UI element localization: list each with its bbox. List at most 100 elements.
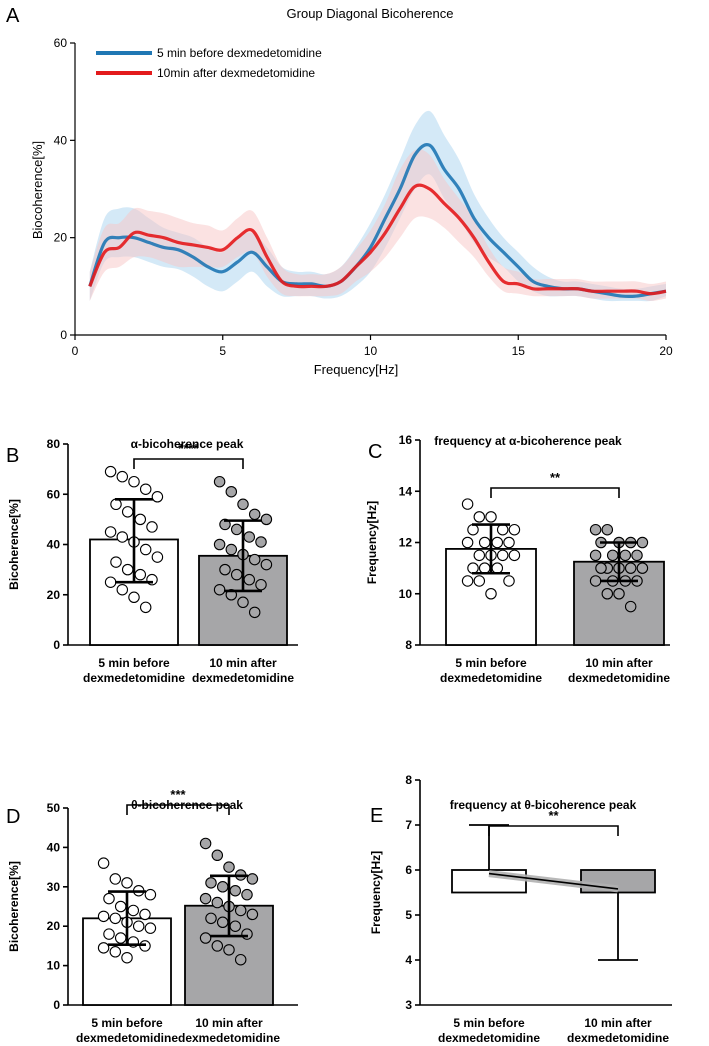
chart-d-point	[205, 912, 217, 925]
chart-d-point	[229, 920, 242, 932]
panel-letter-a: A	[6, 5, 20, 27]
chart-b-point	[213, 583, 226, 596]
chart-a-y-label: Biocoherence[%]	[30, 141, 45, 239]
chart-c-y-label: Frequency[Hz]	[365, 501, 379, 584]
chart-c-point	[503, 536, 515, 549]
chart-e-y-tick-label: 7	[405, 818, 412, 832]
chart-d-point	[97, 857, 110, 869]
chart-d-significance-label: ***	[170, 787, 186, 802]
chart-d-point	[223, 861, 235, 873]
chart-d-point	[103, 892, 115, 905]
chart-c-point	[624, 562, 637, 574]
chart-b-category-label-1: dexmedetomidine	[192, 671, 294, 685]
chart-b-significance-label: ****	[178, 441, 199, 456]
chart-d-point	[229, 884, 242, 897]
chart-a-x-tick-label: 0	[72, 344, 79, 358]
chart-d-y-tick-label: 30	[47, 880, 61, 894]
chart-b-point	[243, 573, 256, 586]
chart-d-point	[199, 892, 212, 905]
chart-c-point	[601, 587, 614, 600]
panel-letter-b: B	[6, 445, 19, 467]
chart-b-point	[219, 563, 231, 576]
chart-c-point	[473, 511, 486, 523]
chart-b-point	[146, 521, 158, 533]
chart-c-point	[467, 562, 479, 574]
chart-e-y-tick-label: 4	[405, 953, 412, 967]
chart-e-y-label: Frequency[Hz]	[369, 851, 383, 934]
chart-b-point	[134, 568, 147, 581]
chart-b-point	[255, 536, 267, 548]
chart-c-point	[589, 549, 602, 562]
chart-b-point	[260, 558, 273, 571]
chart-c-significance-label: **	[550, 470, 561, 485]
chart-c-point	[473, 549, 486, 562]
chart-c-point	[461, 575, 474, 587]
chart-d-y-tick-label: 50	[47, 801, 61, 815]
chart-a-band-0	[89, 110, 666, 302]
chart-d-point	[205, 877, 217, 889]
chart-e-y-tick-label: 6	[405, 863, 412, 877]
chart-b-y-tick-label: 60	[47, 487, 61, 501]
chart-d-y-tick-label: 20	[47, 919, 61, 933]
chart-c-y-tick-label: 10	[399, 587, 413, 601]
chart-d-point	[211, 896, 224, 909]
chart-c-point	[485, 511, 497, 523]
chart-e-title: frequency at θ-bicoherence peak	[450, 798, 637, 812]
chart-b-point	[230, 568, 243, 581]
chart-b-point	[248, 553, 261, 566]
chart-d-point	[109, 946, 122, 958]
chart-c-point	[491, 536, 504, 549]
chart-d-point	[127, 904, 140, 917]
chart-b-point	[230, 523, 243, 536]
chart-b-point	[139, 483, 152, 495]
chart-c-point	[601, 523, 614, 536]
chart-b-point	[128, 475, 140, 488]
chart-a-legend-label-1: 10min after dexmedetomidine	[157, 66, 315, 80]
chart-b-point	[128, 591, 140, 604]
chart-e-mean-line	[488, 872, 619, 890]
chart-d-point	[216, 881, 229, 893]
chart-b-point	[225, 485, 238, 498]
chart-d-point	[223, 944, 235, 956]
chart-d-point	[246, 908, 259, 921]
chart-c-point	[478, 536, 491, 549]
chart-c-point	[461, 498, 474, 510]
chart-c-title: frequency at α-bicoherence peak	[434, 434, 622, 448]
chart-d-y-tick-label: 0	[53, 998, 60, 1012]
chart-c-significance-bracket	[490, 487, 620, 498]
chart-d-point	[199, 837, 212, 850]
chart-b-point	[104, 465, 117, 478]
chart-b-point	[213, 538, 226, 551]
panel-letter-e: E	[370, 805, 383, 827]
chart-d-point	[132, 920, 145, 932]
chart-b-point	[116, 531, 129, 543]
chart-c-category-label-0: dexmedetomidine	[440, 671, 542, 685]
chart-a-y-tick-label: 60	[54, 36, 68, 50]
chart-a-title: Group Diagonal Bicoherence	[287, 6, 454, 21]
chart-b-point	[237, 596, 249, 609]
panel-letter-c: C	[368, 441, 382, 463]
chart-b-point	[255, 578, 267, 591]
chart-b-point	[121, 506, 134, 518]
chart-d-point	[211, 849, 224, 862]
chart-b-point	[248, 508, 261, 521]
chart-d-y-tick-label: 40	[47, 840, 61, 854]
chart-d-point	[216, 916, 229, 929]
chart-d-category-label-0: 5 min before	[91, 1016, 163, 1030]
chart-d-point	[97, 942, 110, 954]
chart-e-category-label-1: 10 min after	[584, 1016, 652, 1030]
chart-b-point	[134, 513, 147, 526]
chart-b-point	[237, 498, 249, 511]
chart-b-category-label-0: 5 min before	[98, 656, 170, 670]
chart-c-y-tick-label: 12	[399, 536, 413, 550]
chart-c-point	[503, 575, 515, 587]
chart-b-category-label-0: dexmedetomidine	[83, 671, 185, 685]
chart-b-point	[104, 526, 117, 538]
chart-b-point	[110, 498, 122, 511]
chart-a-x-tick-label: 20	[659, 344, 673, 358]
chart-a-x-tick-label: 5	[219, 344, 226, 358]
chart-d-point	[234, 904, 247, 917]
chart-b-point	[225, 543, 238, 556]
chart-c-point	[636, 536, 649, 549]
